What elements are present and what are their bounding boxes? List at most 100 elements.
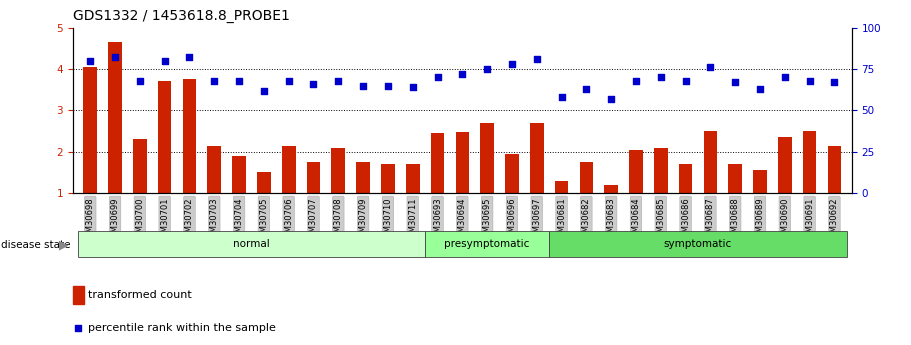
Point [430, 75, 445, 80]
Text: GSM30694: GSM30694 [458, 197, 466, 243]
Text: GSM30687: GSM30687 [706, 197, 715, 243]
Point [343, 151, 358, 156]
Bar [778, 137, 792, 235]
Bar [530, 123, 544, 235]
Text: GSM30695: GSM30695 [483, 197, 492, 243]
Text: GSM30693: GSM30693 [433, 197, 442, 243]
Point [653, 75, 668, 80]
Text: GDS1332 / 1453618.8_PROBE1: GDS1332 / 1453618.8_PROBE1 [73, 9, 290, 23]
Point [629, 78, 643, 83]
Text: ▶: ▶ [58, 238, 68, 252]
Bar [257, 172, 271, 235]
Text: normal: normal [233, 239, 270, 249]
Point [579, 86, 594, 92]
Bar [182, 79, 196, 235]
Bar [431, 133, 445, 235]
Point [480, 66, 495, 72]
Point [703, 65, 718, 70]
Bar [604, 185, 618, 235]
Bar [456, 132, 469, 235]
Bar [307, 162, 321, 235]
Point [306, 81, 321, 87]
Point [803, 78, 817, 83]
Text: disease state: disease state [1, 240, 70, 250]
Bar [549, 231, 847, 257]
Text: GSM30705: GSM30705 [260, 197, 269, 243]
Bar [281, 146, 295, 235]
Text: GSM30683: GSM30683 [607, 197, 616, 243]
Bar [133, 139, 147, 235]
Text: GSM30689: GSM30689 [755, 197, 764, 243]
Bar [381, 164, 394, 235]
Bar [654, 148, 668, 235]
Text: GSM30707: GSM30707 [309, 197, 318, 243]
Text: GSM30706: GSM30706 [284, 197, 293, 243]
Text: GSM30703: GSM30703 [210, 197, 219, 243]
Point [133, 78, 148, 83]
Text: GSM30701: GSM30701 [160, 197, 169, 243]
Text: GSM30696: GSM30696 [507, 197, 517, 243]
Point [455, 71, 470, 77]
Bar [356, 162, 370, 235]
Text: GSM30692: GSM30692 [830, 197, 839, 243]
Point [231, 78, 246, 83]
Point [728, 79, 742, 85]
Text: presymptomatic: presymptomatic [445, 239, 530, 249]
Point [257, 88, 271, 93]
Bar [208, 146, 221, 235]
Point [679, 78, 693, 83]
Text: GSM30688: GSM30688 [731, 197, 740, 243]
Text: GSM30682: GSM30682 [582, 197, 591, 243]
Point [107, 55, 122, 60]
Point [331, 78, 345, 83]
Point [752, 86, 767, 92]
Bar [73, 286, 84, 304]
Text: GSM30684: GSM30684 [631, 197, 640, 243]
Bar [630, 150, 643, 235]
Bar [84, 67, 97, 235]
Point [356, 83, 371, 88]
Text: GSM30699: GSM30699 [110, 197, 119, 243]
Point [505, 61, 519, 67]
Text: GSM30700: GSM30700 [136, 197, 144, 243]
Point [182, 55, 197, 60]
Bar [108, 42, 122, 235]
Bar [703, 131, 717, 235]
Point [827, 79, 842, 85]
Point [158, 58, 172, 63]
Bar [579, 162, 593, 235]
Point [207, 78, 221, 83]
Bar [480, 123, 494, 235]
Text: GSM30698: GSM30698 [86, 197, 95, 243]
Point [777, 75, 792, 80]
Bar [158, 81, 171, 235]
Point [529, 56, 544, 62]
Text: GSM30709: GSM30709 [359, 197, 368, 243]
Bar [555, 181, 568, 235]
Bar [827, 146, 841, 235]
Bar [425, 231, 549, 257]
Text: symptomatic: symptomatic [664, 239, 732, 249]
Point [405, 85, 420, 90]
Text: GSM30690: GSM30690 [781, 197, 789, 243]
Point [554, 95, 568, 100]
Bar [803, 131, 816, 235]
Bar [679, 164, 692, 235]
Point [281, 78, 296, 83]
Bar [406, 164, 420, 235]
Point [83, 58, 97, 63]
Point [381, 83, 395, 88]
Text: GSM30708: GSM30708 [333, 197, 343, 243]
Text: GSM30702: GSM30702 [185, 197, 194, 243]
Bar [232, 156, 246, 235]
Bar [753, 170, 767, 235]
Bar [77, 231, 425, 257]
Text: GSM30685: GSM30685 [656, 197, 665, 243]
Bar [332, 148, 345, 235]
Point [604, 96, 619, 101]
Text: percentile rank within the sample: percentile rank within the sample [87, 323, 276, 333]
Text: GSM30691: GSM30691 [805, 197, 814, 243]
Text: GSM30704: GSM30704 [234, 197, 243, 243]
Text: GSM30710: GSM30710 [384, 197, 393, 243]
Bar [729, 164, 742, 235]
